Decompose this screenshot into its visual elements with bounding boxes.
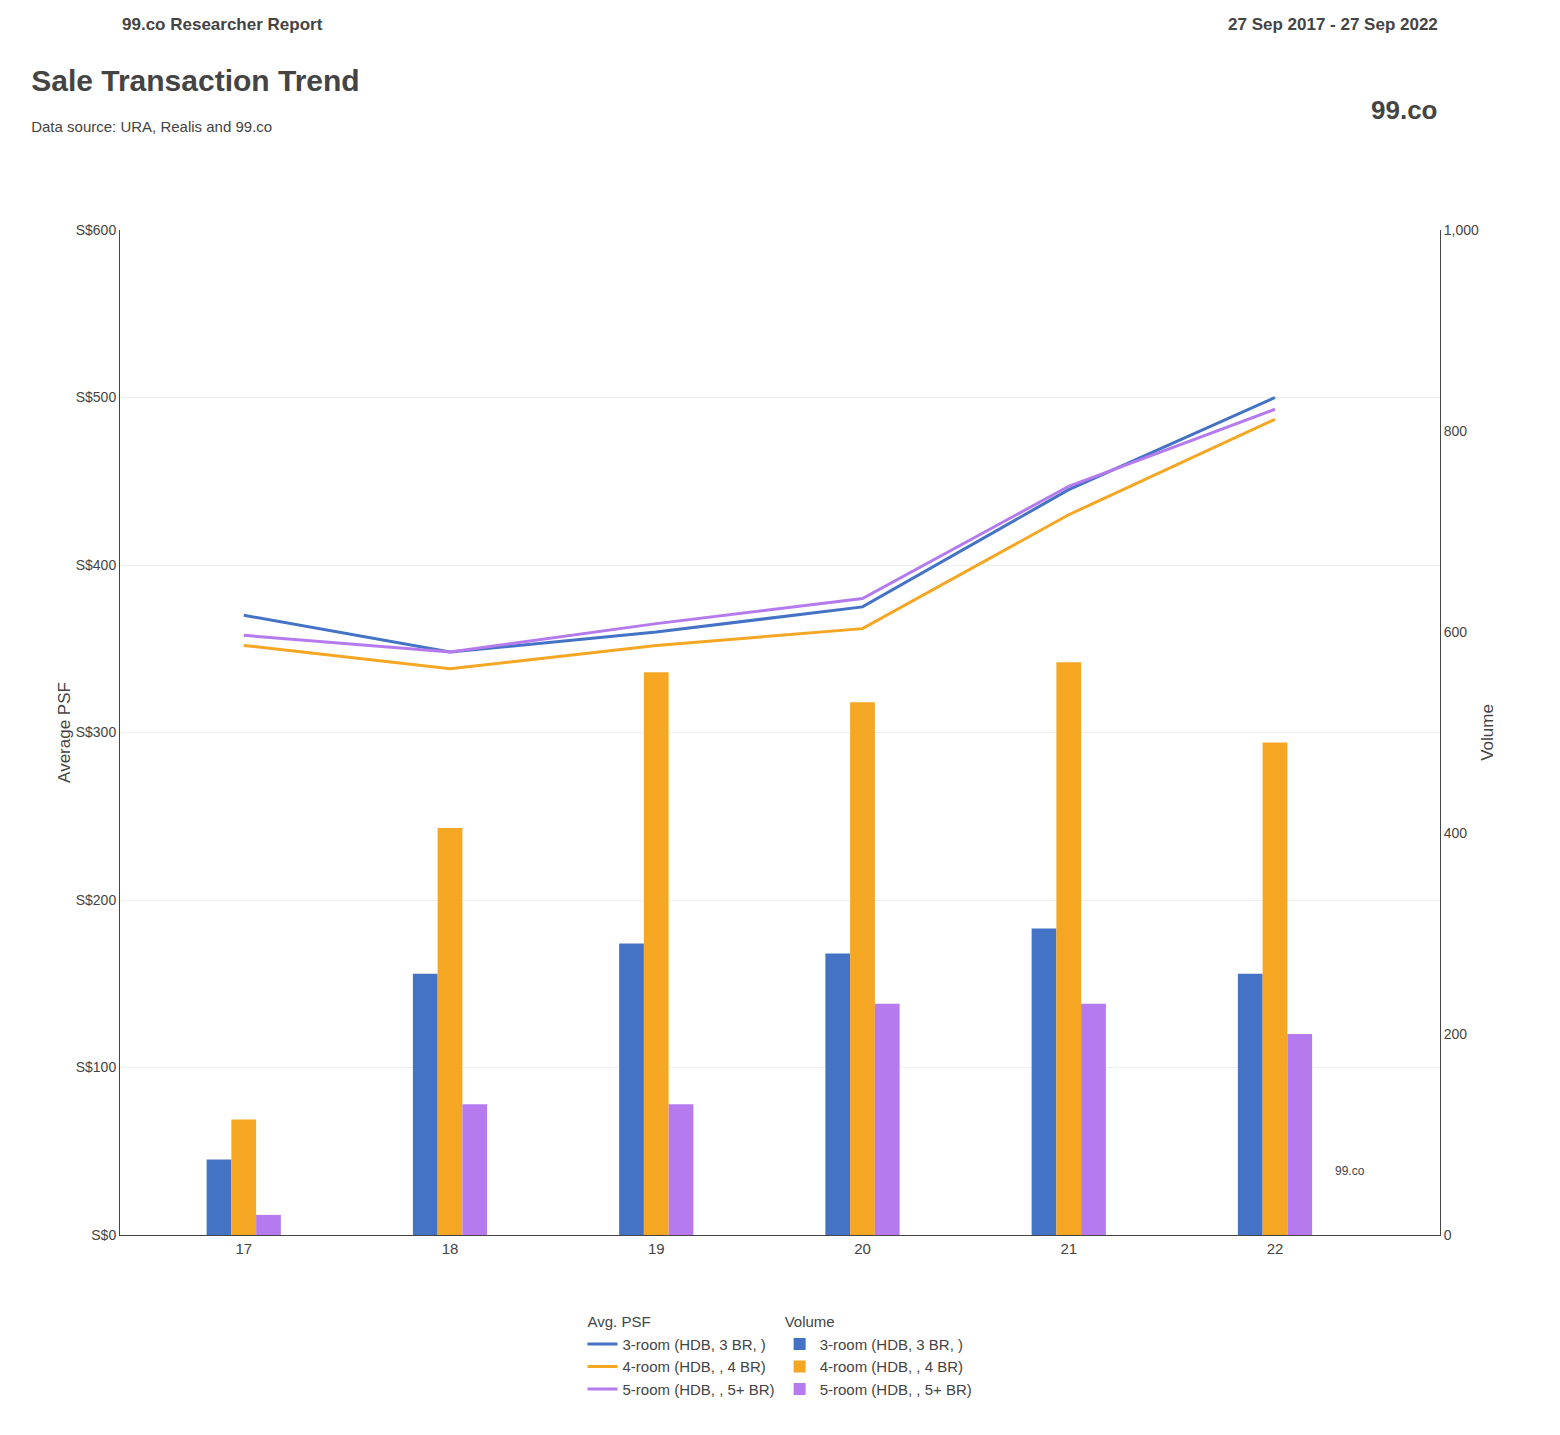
svg-text:400: 400 bbox=[1444, 825, 1468, 841]
svg-text:Data source: URA, Realis and 9: Data source: URA, Realis and 99.co bbox=[31, 118, 272, 135]
svg-text:3-room (HDB, 3 BR, ): 3-room (HDB, 3 BR, ) bbox=[623, 1336, 766, 1353]
svg-text:27 Sep 2017 - 27 Sep 2022: 27 Sep 2017 - 27 Sep 2022 bbox=[1228, 15, 1438, 34]
svg-text:Volume: Volume bbox=[785, 1313, 835, 1330]
svg-text:99.co Researcher Report: 99.co Researcher Report bbox=[122, 15, 323, 34]
svg-text:Average PSF: Average PSF bbox=[55, 682, 74, 783]
svg-text:99.co: 99.co bbox=[1335, 1164, 1365, 1178]
svg-text:3-room (HDB, 3 BR, ): 3-room (HDB, 3 BR, ) bbox=[820, 1336, 963, 1353]
svg-text:S$100: S$100 bbox=[76, 1059, 117, 1075]
svg-text:S$400: S$400 bbox=[76, 557, 117, 573]
svg-text:Volume: Volume bbox=[1478, 704, 1497, 761]
svg-text:S$200: S$200 bbox=[76, 892, 117, 908]
svg-text:18: 18 bbox=[442, 1240, 459, 1257]
svg-text:200: 200 bbox=[1444, 1026, 1468, 1042]
svg-text:Avg. PSF: Avg. PSF bbox=[588, 1313, 651, 1330]
svg-text:5-room (HDB, , 5+ BR): 5-room (HDB, , 5+ BR) bbox=[623, 1381, 775, 1398]
svg-text:S$500: S$500 bbox=[76, 389, 117, 405]
svg-text:21: 21 bbox=[1060, 1240, 1077, 1257]
svg-text:99.co: 99.co bbox=[1371, 95, 1438, 125]
svg-text:Sale Transaction Trend: Sale Transaction Trend bbox=[31, 64, 359, 97]
svg-text:4-room (HDB, , 4 BR): 4-room (HDB, , 4 BR) bbox=[623, 1358, 766, 1375]
svg-text:5-room (HDB, , 5+ BR): 5-room (HDB, , 5+ BR) bbox=[820, 1381, 972, 1398]
svg-text:S$0: S$0 bbox=[91, 1227, 116, 1243]
svg-text:0: 0 bbox=[1444, 1227, 1452, 1243]
svg-text:22: 22 bbox=[1267, 1240, 1284, 1257]
svg-text:1,000: 1,000 bbox=[1444, 222, 1479, 238]
svg-text:4-room (HDB, , 4 BR): 4-room (HDB, , 4 BR) bbox=[820, 1358, 963, 1375]
svg-text:19: 19 bbox=[648, 1240, 665, 1257]
svg-text:S$300: S$300 bbox=[76, 724, 117, 740]
svg-text:800: 800 bbox=[1444, 423, 1468, 439]
svg-text:17: 17 bbox=[235, 1240, 252, 1257]
svg-text:20: 20 bbox=[854, 1240, 871, 1257]
svg-text:S$600: S$600 bbox=[76, 222, 117, 238]
svg-text:600: 600 bbox=[1444, 624, 1468, 640]
